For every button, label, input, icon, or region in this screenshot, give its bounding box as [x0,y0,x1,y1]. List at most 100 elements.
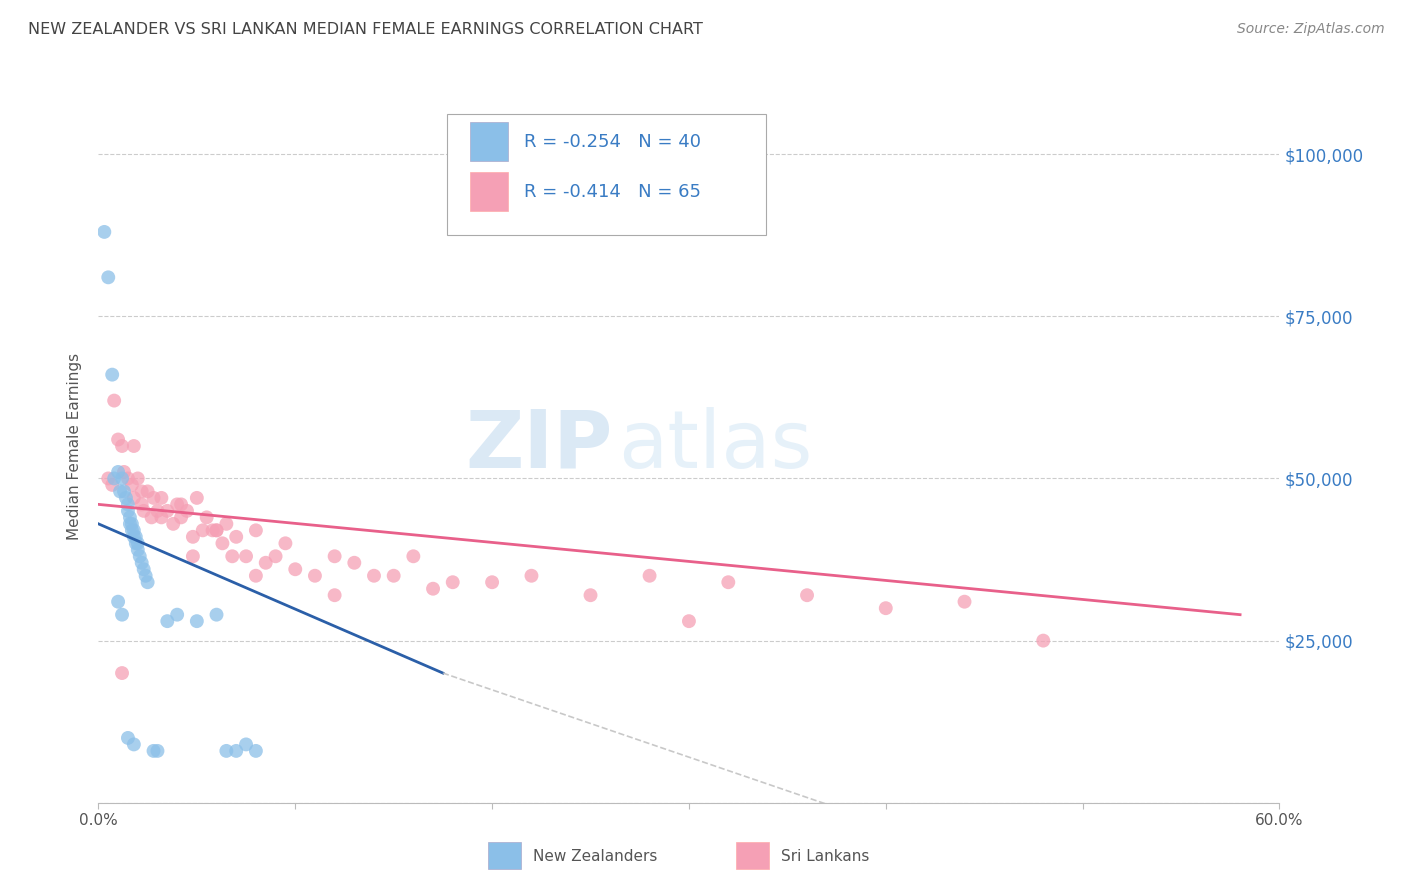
Point [125,530,148,544]
Text: New Zealanders: New Zealanders [533,849,658,863]
Point [107,433,129,447]
Point [520,568,543,582]
Point [112,484,135,499]
Point [201,524,224,538]
Point [264,549,287,564]
Point [245,524,267,538]
Point [117,504,139,518]
Text: R = -0.414   N = 65: R = -0.414 N = 65 [523,183,700,201]
Point [323,549,346,564]
Point [111,666,134,681]
Point [118,510,141,524]
Point [107,465,129,479]
Point [343,556,366,570]
Point [156,614,179,628]
FancyBboxPatch shape [471,122,508,161]
FancyBboxPatch shape [471,172,508,211]
Point [205,607,228,622]
Point [162,516,184,531]
Point [122,524,145,538]
Point [186,614,208,628]
Point [181,549,204,564]
Point [142,744,165,758]
Point [195,510,218,524]
Point [122,738,145,752]
Point [441,575,464,590]
Point [121,516,143,531]
FancyBboxPatch shape [488,842,522,869]
Point [150,510,173,524]
Point [205,524,228,538]
Point [111,439,134,453]
Point [131,497,153,511]
Text: NEW ZEALANDER VS SRI LANKAN MEDIAN FEMALE EARNINGS CORRELATION CHART: NEW ZEALANDER VS SRI LANKAN MEDIAN FEMAL… [28,22,703,37]
Point [796,588,818,602]
Point [254,556,277,570]
Point [225,530,247,544]
Point [579,588,602,602]
Point [128,549,150,564]
Text: ZIP: ZIP [465,407,612,485]
Point [176,504,198,518]
Point [170,510,193,524]
Point [638,568,661,582]
Point [323,588,346,602]
Point [678,614,700,628]
Point [221,549,243,564]
Point [108,484,131,499]
Point [121,524,143,538]
Point [122,439,145,453]
Point [875,601,897,615]
Point [97,270,120,285]
Point [181,530,204,544]
Point [245,744,267,758]
Point [422,582,444,596]
Point [166,607,188,622]
Point [382,568,405,582]
Point [225,744,247,758]
Point [121,478,143,492]
Point [127,536,149,550]
Point [211,536,233,550]
Point [235,738,257,752]
Point [101,478,124,492]
Point [402,549,425,564]
Point [117,471,139,485]
Point [166,497,188,511]
Point [274,536,297,550]
Y-axis label: Median Female Earnings: Median Female Earnings [67,352,83,540]
Point [304,568,326,582]
Point [136,575,159,590]
Point [112,465,135,479]
Point [284,562,307,576]
Text: atlas: atlas [619,407,813,485]
Point [136,484,159,499]
Point [132,562,155,576]
Point [117,731,139,745]
Point [170,497,193,511]
Point [191,524,214,538]
Point [142,491,165,505]
Point [117,497,139,511]
Point [93,225,115,239]
Point [131,556,153,570]
Point [205,524,228,538]
Point [186,491,208,505]
Point [717,575,740,590]
Point [131,484,153,499]
Point [103,471,125,485]
Point [481,575,503,590]
Point [125,536,148,550]
Point [146,504,169,518]
Point [103,393,125,408]
Point [101,368,124,382]
Point [132,504,155,518]
Point [953,595,976,609]
Point [122,491,145,505]
Point [111,607,134,622]
Text: Sri Lankans: Sri Lankans [782,849,869,863]
Point [363,568,385,582]
FancyBboxPatch shape [737,842,769,869]
Point [97,471,120,485]
Text: R = -0.254   N = 40: R = -0.254 N = 40 [523,133,700,151]
